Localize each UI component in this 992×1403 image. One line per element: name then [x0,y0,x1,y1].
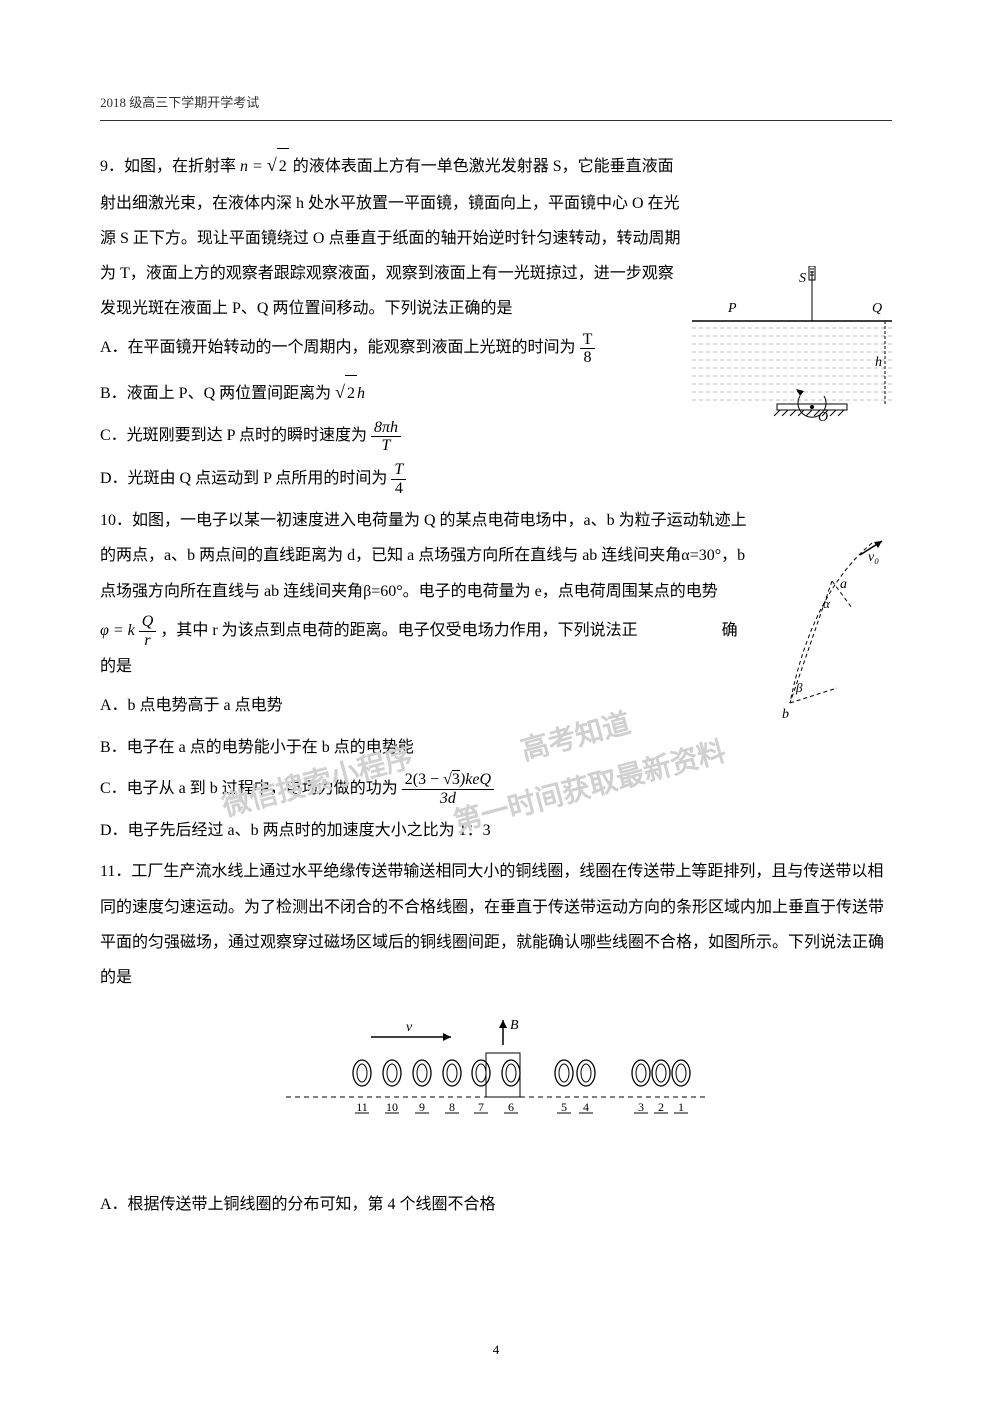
svg-text:7: 7 [478,1100,484,1114]
q9-figure: S P Q [692,266,892,468]
q10-optC-text: C．电子从 a 到 b 过程中，电场力做的功为 [100,780,398,797]
sqrt-icon: √ [335,382,345,402]
q9-n-eq: n = [240,158,263,175]
q10-phi-post: ，其中 r 为该点到点电荷的距离。电子仅受电场力作用，下列说法正 [160,622,637,639]
q9-text-1: 9．如图，在折射率 [100,158,240,175]
label-beta: β [795,680,803,695]
q9-optA-text: A．在平面镜开始转动的一个周期内，能观察到液面上光斑的时间为 [100,339,576,356]
svg-text:3: 3 [638,1100,644,1114]
sqrt2: 2 [277,148,289,184]
q9-optC-text: C．光斑刚要到达 P 点时的瞬时速度为 [100,427,367,444]
label-b: b [782,707,789,722]
q9-sqrtB: 2 [345,375,357,411]
svg-text:8: 8 [449,1100,455,1114]
q9-optD-text: D．光斑由 Q 点运动到 P 点所用的时间为 [100,470,387,487]
svg-text:11: 11 [356,1100,368,1114]
svg-text:10: 10 [386,1100,398,1114]
q11-figure: v B 11 10 9 8 7 6 5 4 321 [100,1015,892,1147]
q10-optC: C．电子从 a 到 b 过程中，电场力做的功为 2(3 − √3)keQ 3d [100,771,892,807]
q9-fracD: T4 [391,461,406,497]
label-alpha: α [823,596,831,611]
q9-fracA: T8 [580,331,596,367]
q10-fracC: 2(3 − √3)keQ 3d [402,771,494,807]
q10-optD: D．电子先后经过 a、b 两点时的加速度大小之比为 1：3 [100,813,892,848]
svg-text:1: 1 [678,1100,684,1114]
sqrt-icon: √ [267,155,277,175]
svg-text:2: 2 [658,1100,664,1114]
q11-optA: A．根据传送带上铜线圈的分布可知，第 4 个线圈不合格 [100,1187,892,1222]
label-p: P [727,301,737,316]
label-v0: v₀ [868,550,879,565]
svg-text:9: 9 [419,1100,425,1114]
page-number: 4 [0,1337,992,1363]
q9-text-2: 的液体表面上方有一单色激光发射器 S，它能垂直液面射出细激光束，在液体内深 h … [100,158,680,317]
exam-header: 2018 级高三下学期开学考试 [100,90,892,121]
label-q: Q [872,301,882,316]
label-v: v [406,1020,413,1035]
label-a: a [840,577,847,592]
q10-figure: a b v₀ α β [762,533,892,735]
q10-phi-frac: Qr [139,613,157,649]
label-B: B [510,1018,519,1033]
svg-text:4: 4 [583,1100,589,1114]
label-s: S [799,271,806,286]
q9-optB-pre: B．液面上 P、Q 两位置间距离为 [100,385,331,402]
q10-phi-pre: φ = k [100,622,135,639]
label-h: h [875,355,882,370]
svg-text:6: 6 [508,1100,514,1114]
q9-optB-h: h [357,385,365,402]
svg-text:5: 5 [561,1100,567,1114]
q11-stem: 11．工厂生产流水线上通过水平绝缘传送带输送相同大小的铜线圈，线圈在传送带上等距… [100,854,892,995]
q9-fracC: 8πhT [371,419,401,455]
